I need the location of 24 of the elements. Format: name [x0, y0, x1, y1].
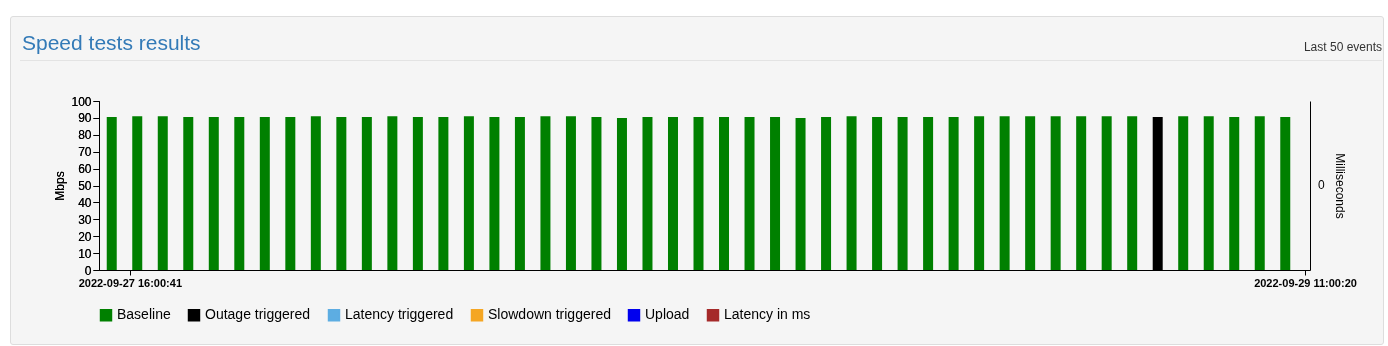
- y-tick-label: 20: [78, 229, 92, 244]
- x-tick-label: 2022-09-29 11:00:20: [1254, 276, 1357, 289]
- y-tick-label: 50: [78, 179, 92, 193]
- y-tick-label: 10: [78, 246, 92, 261]
- legend-label: Baseline: [117, 306, 171, 323]
- legend-label: Upload: [645, 306, 690, 323]
- y-tick-label: 100: [71, 94, 92, 109]
- y-axis-title: Mbps: [53, 171, 68, 201]
- y-tick-label: 0: [84, 263, 92, 278]
- chart-title: Speed tests results: [22, 31, 201, 55]
- y-tick-label: 90: [78, 111, 92, 126]
- y-tick-label: 40: [78, 195, 92, 210]
- text: 0: [1318, 178, 1325, 192]
- legend-label: Latency in ms: [724, 306, 811, 323]
- y-tick-label: 80: [78, 128, 92, 143]
- y2-axis-title: Milliseconds: [1332, 153, 1347, 219]
- legend-label: Slowdown triggered: [488, 306, 611, 323]
- legend-label: Latency triggered: [345, 306, 454, 323]
- x-tick-label: 2022-09-27 16:00:41: [78, 276, 182, 289]
- legend-label: Outage triggered: [205, 306, 311, 323]
- y-tick-label: 70: [78, 145, 92, 160]
- y-tick-label: 60: [78, 162, 92, 177]
- y-tick-label: 30: [78, 212, 92, 227]
- text: Last 50 events: [1303, 40, 1382, 54]
